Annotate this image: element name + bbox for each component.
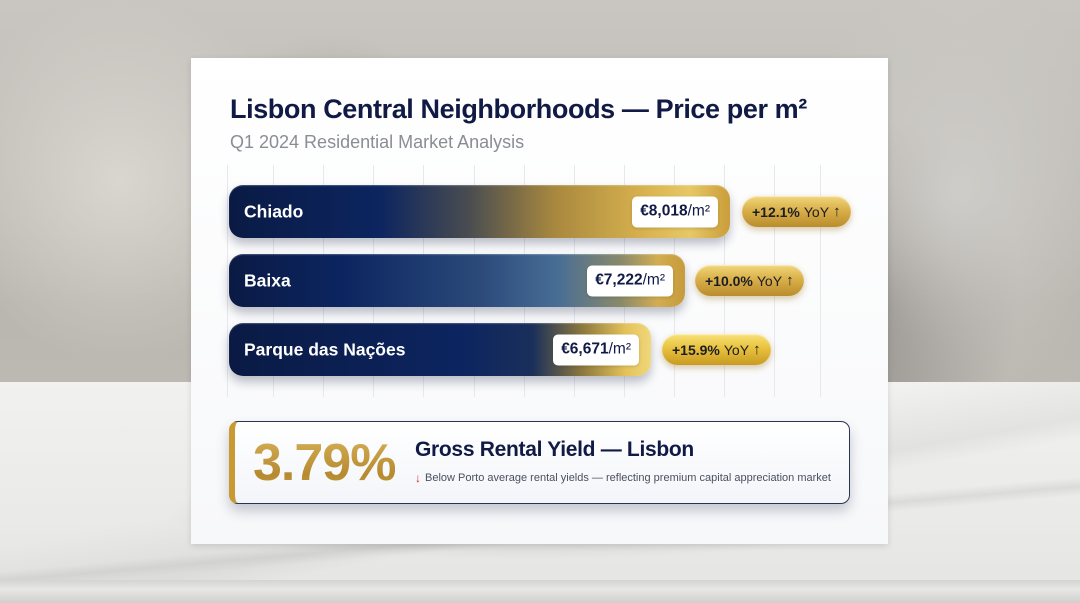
price-label: €7,222/m² [587,265,673,296]
gridline [820,165,821,397]
yield-note-text: Below Porto average rental yields — refl… [425,472,831,484]
price-value: €8,018 [640,202,688,220]
countertop-edge [0,580,1080,603]
yoy-value: +10.0% [705,272,753,289]
bar-label: Baixa [244,270,291,290]
gridline [227,165,228,397]
bar-label: Parque das Nações [244,339,406,359]
price-label: €8,018/m² [632,196,718,227]
chart-card: Lisbon Central Neighborhoods — Price per… [191,58,888,544]
yoy-badge: +12.1% YoY ↑ [742,196,851,227]
bar-parque-das-nacoes: Parque das Nações €6,671/m² [229,323,651,376]
arrow-down-icon: ↓ [415,471,421,485]
arrow-up-icon: ↑ [753,341,761,358]
yoy-value: +12.1% [752,203,800,220]
rental-yield-card: 3.79% Gross Rental Yield — Lisbon ↓ Belo… [229,421,850,504]
arrow-up-icon: ↑ [786,272,794,289]
yield-value: 3.79% [253,433,396,492]
yoy-badge: +15.9% YoY ↑ [662,334,771,365]
yoy-label: YoY [756,272,783,289]
price-value: €7,222 [595,271,643,289]
yoy-label: YoY [803,203,830,220]
yoy-value: +15.9% [672,341,720,358]
yoy-badge: +10.0% YoY ↑ [695,265,804,296]
yield-title: Gross Rental Yield — Lisbon [415,438,694,461]
price-unit: /m² [687,202,710,220]
bar-baixa: Baixa €7,222/m² [229,254,685,307]
arrow-up-icon: ↑ [833,203,841,220]
price-unit: /m² [642,271,665,289]
price-value: €6,671 [561,340,609,358]
yoy-label: YoY [723,341,750,358]
yield-note: ↓ Below Porto average rental yields — re… [415,471,831,485]
chart-title: Lisbon Central Neighborhoods — Price per… [230,94,807,124]
price-label: €6,671/m² [553,334,639,365]
price-unit: /m² [608,340,631,358]
chart-subtitle: Q1 2024 Residential Market Analysis [230,132,525,152]
bar-label: Chiado [244,201,304,221]
bar-chiado: Chiado €8,018/m² [229,185,730,238]
